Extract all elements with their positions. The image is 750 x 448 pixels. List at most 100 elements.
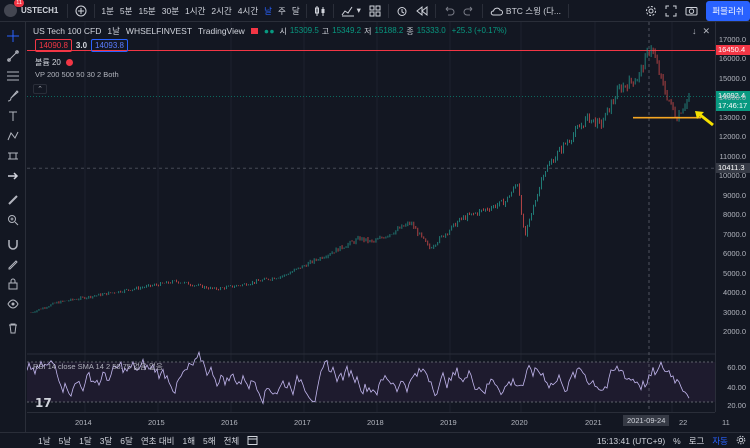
goto-date-button[interactable] — [243, 435, 262, 447]
spread-value: 3.0 — [75, 41, 88, 50]
crosshair-price-tag: 10411.3 — [716, 163, 750, 174]
crosshair-icon — [6, 30, 19, 42]
collapse-legend-button[interactable]: ⌃ — [33, 84, 47, 94]
chart-type-button[interactable] — [310, 0, 330, 22]
redo-button[interactable] — [459, 0, 479, 22]
interval-2[interactable]: 15분 — [138, 5, 156, 16]
interval-4[interactable]: 1시간 — [185, 5, 206, 16]
price-tick: 4000.0 — [723, 288, 746, 298]
price-tick: 17000.0 — [718, 34, 746, 44]
price-chart[interactable] — [27, 22, 715, 412]
range-4[interactable]: 6달 — [120, 435, 133, 446]
interval-5[interactable]: 2시간 — [211, 5, 232, 16]
tradingview-logo[interactable]: 𝟭𝟳 — [35, 396, 52, 410]
zoom-tool[interactable] — [0, 210, 26, 230]
close-icon[interactable]: ✕ — [702, 26, 710, 36]
legend-title[interactable]: US Tech 100 CFD — [33, 26, 102, 36]
brush-icon — [7, 90, 19, 102]
market-status-icon: ● ● — [263, 26, 275, 36]
vp-indicator-legend[interactable]: VP 200 500 50 30 2 Both — [35, 70, 119, 79]
interval-3[interactable]: 30분 — [161, 5, 180, 16]
range-8[interactable]: 전체 — [223, 435, 240, 446]
chart-settings-button[interactable] — [732, 435, 750, 447]
ohlc-value: +25.3 (+0.17%) — [451, 25, 507, 35]
divider — [568, 3, 570, 18]
layouts-button[interactable] — [365, 0, 385, 22]
divider — [434, 3, 436, 18]
magnet-tool[interactable] — [0, 234, 26, 254]
clock[interactable]: 15:13:41 (UTC+9) — [596, 435, 666, 446]
visibility-tool[interactable] — [0, 294, 26, 314]
indicators-button[interactable]: ▾ — [337, 0, 365, 22]
snapshot-button[interactable] — [681, 0, 702, 22]
symbol-search[interactable]: 11 USTECH1 — [0, 0, 64, 17]
interval-1[interactable]: 5분 — [119, 5, 133, 16]
time-axis[interactable]: 2021-09-24 11 2014 2015 2016 2017 2018 2019 20… — [27, 412, 730, 432]
interval-0[interactable]: 1분 — [101, 5, 114, 16]
watchlist-button[interactable]: BTC 스윙 (다... — [486, 0, 565, 22]
text-icon — [8, 111, 17, 121]
trend-line-tool[interactable] — [0, 46, 26, 66]
range-1[interactable]: 5날 — [58, 435, 72, 446]
log-toggle[interactable]: 로그 — [688, 435, 705, 446]
arrow-tool[interactable] — [0, 166, 26, 186]
zoom-in-icon — [7, 215, 18, 226]
fullscreen-button[interactable] — [661, 0, 681, 22]
percent-toggle[interactable]: % — [673, 435, 681, 446]
bottom-toolbar: 1날 5날 1달 3달 6달 연초 대비 1해 5해 전체 15:13:41 (UTC+9) %… — [0, 432, 750, 448]
divider — [481, 3, 483, 18]
ohlc-values: 시 15309.5 고 15349.2 저 15188.2 종 15333.0 +25.3 (+… — [279, 26, 506, 37]
alert-button[interactable] — [392, 0, 412, 22]
ohlc-value: 15309.5 — [289, 25, 319, 35]
auto-toggle[interactable]: 자동 — [712, 435, 728, 446]
volume-indicator-legend[interactable]: 볼륨 20 — [35, 57, 73, 68]
ohlc-value: 15333.0 — [416, 25, 446, 35]
draw-mode-tool[interactable] — [0, 254, 26, 274]
pattern-tool[interactable] — [0, 126, 26, 146]
rewind-icon — [416, 5, 428, 16]
add-symbol-button[interactable] — [71, 0, 91, 22]
time-axis-label: 11 — [722, 418, 730, 427]
range-5[interactable]: 연초 대비 — [140, 435, 175, 446]
chart-grid — [84, 22, 673, 412]
time-tick: 2019 — [440, 418, 457, 427]
pencil-ruler-icon — [7, 195, 18, 205]
price-axis[interactable]: 16450.4 14092.4 17:46:17 10411.3 17000.0… — [715, 22, 750, 412]
arrow-down-icon[interactable]: ↓ — [691, 26, 697, 36]
settings-button[interactable] — [641, 0, 661, 22]
legend-interval: 1날 — [107, 26, 120, 36]
publish-button[interactable]: 퍼블리쉬 — [706, 1, 750, 21]
crosshair-tool[interactable] — [0, 26, 26, 46]
countdown-tag: 17:46:17 — [716, 101, 750, 112]
delete-tool[interactable] — [0, 318, 26, 338]
interval-7[interactable]: 날 — [264, 5, 272, 16]
resistance-price-tag: 16450.4 — [716, 45, 750, 56]
brush-tool[interactable] — [0, 86, 26, 106]
avatar[interactable]: 11 — [4, 0, 24, 17]
rsi-legend[interactable]: RSI 14 close SMA 14 2 50.75 없음 없음 — [33, 362, 163, 371]
watchlist-name: BTC 스윙 (다... — [505, 5, 562, 16]
replay-button[interactable] — [412, 0, 432, 22]
last-price-tag: 14092.4 — [716, 91, 750, 102]
range-6[interactable]: 1해 — [182, 435, 196, 446]
divider — [305, 3, 307, 18]
measure-tool[interactable] — [0, 146, 26, 166]
horizontal-lines-tool[interactable] — [0, 66, 26, 86]
sell-button[interactable]: 14090.8 — [35, 39, 72, 52]
lock-tool[interactable] — [0, 274, 26, 294]
interval-6[interactable]: 4시간 — [237, 5, 259, 16]
undo-button[interactable] — [439, 0, 459, 22]
range-3[interactable]: 3달 — [99, 435, 113, 446]
buy-button[interactable]: 14093.8 — [91, 39, 128, 52]
range-0[interactable]: 1날 — [38, 435, 51, 446]
interval-9[interactable]: 달 — [291, 5, 300, 16]
interval-8[interactable]: 주 — [277, 5, 286, 16]
warning-icon[interactable] — [65, 59, 73, 66]
cloud-icon — [490, 7, 503, 15]
interval-list: 1분 5분 15분 30분 1시간 2시간 4시간 날 주 달 — [98, 0, 302, 22]
range-7[interactable]: 5해 — [203, 435, 216, 446]
ruler-tool[interactable] — [0, 190, 26, 210]
range-2[interactable]: 1달 — [79, 435, 92, 446]
text-tool[interactable] — [0, 106, 26, 126]
flag-icon[interactable] — [250, 28, 258, 34]
